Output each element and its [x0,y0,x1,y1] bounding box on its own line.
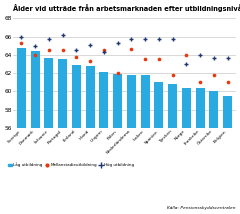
Bar [113,74,122,128]
Point [212,56,216,59]
Bar [30,51,40,128]
Legend: Låg utbildning, Mellanstadieutbildning, Hög utbildning: Låg utbildning, Mellanstadieutbildning, … [6,161,136,169]
Bar [168,84,177,128]
Point [143,37,147,40]
Text: Källa: Pensionsskyddscentralen: Källa: Pensionsskyddscentralen [167,206,235,210]
Point [157,37,161,40]
Bar [154,82,163,128]
Bar [223,96,232,128]
Point [19,41,23,45]
Bar [17,48,26,128]
Bar [58,59,67,128]
Point [74,55,78,58]
Point [47,49,51,52]
Point [102,49,106,52]
Point [102,51,106,54]
Point [157,58,161,61]
Text: Ålder vid utträde från arbetsmarknaden efter utbildningsnivå år 2020: Ålder vid utträde från arbetsmarknaden e… [13,4,240,12]
Bar [44,58,53,128]
Bar [99,72,108,128]
Point [184,62,188,66]
Bar [182,88,191,128]
Point [198,81,202,84]
Point [19,35,23,38]
Point [171,38,174,41]
Point [184,53,188,57]
Point [116,71,120,75]
Bar [209,91,218,128]
Point [212,73,216,77]
Point [226,81,229,84]
Point [143,58,147,61]
Bar [141,75,150,128]
Point [61,33,65,37]
Bar [127,75,136,128]
Point [33,44,37,48]
Bar [196,88,204,128]
Point [88,60,92,63]
Point [171,73,174,77]
Point [198,53,202,57]
Point [226,56,229,59]
Point [61,49,65,52]
Point [74,49,78,52]
Point [88,43,92,47]
Point [129,48,133,51]
Bar [72,65,81,128]
Point [47,38,51,41]
Point [116,41,120,45]
Point [33,53,37,57]
Point [129,37,133,40]
Bar [86,66,95,128]
